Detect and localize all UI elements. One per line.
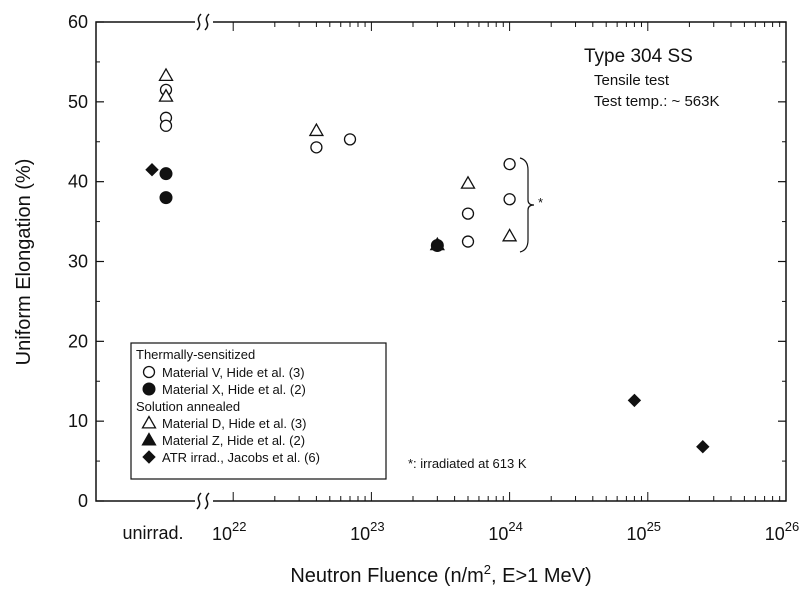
- y-tick-label: 50: [68, 92, 88, 112]
- y-axis: 0 10 20 30 40 50 60: [68, 12, 786, 511]
- bracket-asterisk: *: [538, 195, 543, 210]
- data-point-filled-triangle: [429, 236, 445, 251]
- y-tick-label: 40: [68, 172, 88, 192]
- data-point-filled-circle: [159, 167, 173, 181]
- legend-box: [130, 342, 387, 480]
- legend-marker-filled-triangle: [141, 432, 157, 446]
- y-tick-label: 20: [68, 331, 88, 351]
- data-point-open-circle: [343, 133, 357, 146]
- data-point-open-circle: [159, 119, 173, 132]
- axis-break-bottom: [195, 492, 213, 510]
- x-tick-label: 1022: [212, 519, 247, 544]
- legend-heading-solution: Solution annealed: [136, 399, 240, 414]
- y-tick-label: 10: [68, 411, 88, 431]
- legend-marker-filled-circle: [142, 382, 156, 396]
- unirradiated-tick-label: unirrad.: [122, 523, 183, 543]
- legend: Thermally-sensitized Material V, Hide et…: [130, 342, 387, 480]
- data-point-open-circle: [461, 235, 475, 248]
- data-point-open-circle: [503, 193, 516, 206]
- data-point-open-triangle: [158, 88, 174, 102]
- y-tick-label: 0: [78, 491, 88, 511]
- legend-label-material-x: Material X, Hide et al. (2): [162, 382, 306, 397]
- x-axis: 1022 1023 1024 1025 1026: [212, 22, 799, 544]
- bracket: [519, 157, 535, 253]
- y-axis-title: Uniform Elongation (%): [13, 159, 35, 366]
- legend-label-material-v: Material V, Hide et al. (3): [162, 365, 305, 380]
- data-point-open-triangle: [308, 122, 325, 137]
- data-points: [145, 67, 710, 454]
- legend-marker-open-triangle: [141, 415, 157, 429]
- data-point-open-circle: [503, 157, 516, 171]
- data-point-filled-diamond: [145, 162, 159, 177]
- data-point-open-triangle: [460, 175, 476, 189]
- legend-heading-thermally: Thermally-sensitized: [136, 347, 255, 362]
- y-tick-label: 30: [68, 252, 88, 272]
- y-tick-label: 60: [68, 12, 88, 32]
- data-point-open-circle: [461, 207, 475, 220]
- data-point-filled-circle: [159, 191, 173, 205]
- legend-label-material-d: Material D, Hide et al. (3): [162, 416, 307, 431]
- data-point-filled-diamond: [627, 393, 642, 408]
- data-point-filled-diamond: [696, 440, 710, 454]
- annotation-line-2: Test temp.: ~ 563K: [594, 93, 720, 110]
- data-point-open-triangle: [158, 67, 174, 82]
- x-axis-title: Neutron Fluence (n/m2, E>1 MeV): [290, 562, 591, 587]
- footnote: *: irradiated at 613 K: [408, 456, 527, 471]
- data-point-open-circle: [310, 141, 323, 154]
- data-point-open-triangle: [501, 228, 518, 242]
- legend-marker-open-circle: [142, 365, 156, 379]
- x-tick-label: 1023: [350, 519, 385, 544]
- legend-marker-filled-diamond: [142, 450, 156, 464]
- annotation-line-1: Tensile test: [594, 72, 670, 89]
- x-tick-label: 1024: [488, 519, 522, 544]
- x-tick-label: 1025: [627, 519, 662, 544]
- annotation-title: Type 304 SS: [584, 46, 693, 67]
- axis-break-top: [195, 13, 213, 31]
- legend-label-atr: ATR irrad., Jacobs et al. (6): [162, 450, 320, 465]
- legend-label-material-z: Material Z, Hide et al. (2): [162, 433, 305, 448]
- x-tick-label: 1026: [765, 519, 800, 544]
